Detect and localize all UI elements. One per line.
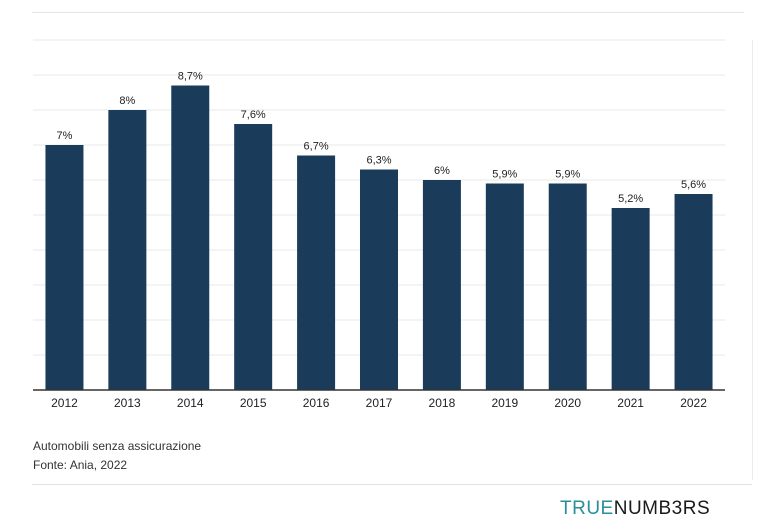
value-label-2017: 6,3% <box>366 155 391 167</box>
value-label-2012: 7% <box>57 130 73 142</box>
bar-2021 <box>611 208 650 390</box>
bar-2018 <box>422 180 461 390</box>
bar-2012 <box>45 145 84 390</box>
value-label-2014: 8,7% <box>178 71 203 83</box>
x-tick-2013: 2013 <box>114 396 141 410</box>
x-tick-2014: 2014 <box>177 396 204 410</box>
bar-2016 <box>297 155 336 390</box>
bar-2015 <box>234 124 273 390</box>
x-tick-2022: 2022 <box>680 396 707 410</box>
bar-2017 <box>360 169 398 390</box>
x-tick-labels: 2012 2013 2014 2015 2016 2017 2018 2019 2020 2021… <box>51 396 707 410</box>
footer-divider <box>32 484 752 485</box>
bar-2022 <box>674 194 713 390</box>
bar-2013 <box>108 110 147 390</box>
bar-2020 <box>548 183 587 390</box>
value-label-2019: 5,9% <box>492 169 517 181</box>
x-tick-2020: 2020 <box>554 396 581 410</box>
value-label-2020: 5,9% <box>555 169 580 181</box>
x-tick-2017: 2017 <box>366 396 393 410</box>
x-tick-2019: 2019 <box>491 396 518 410</box>
value-label-2016: 6,7% <box>304 141 329 153</box>
value-label-2015: 7,6% <box>241 109 266 121</box>
x-tick-2018: 2018 <box>429 396 456 410</box>
bars <box>45 85 713 390</box>
x-tick-2015: 2015 <box>240 396 267 410</box>
value-label-2018: 6% <box>434 165 450 177</box>
brand-logo: TRUENUMB3RS <box>560 498 710 520</box>
bar-2014 <box>171 85 210 390</box>
value-label-2013: 8% <box>119 95 135 107</box>
brand-logo-part1: TRUE <box>560 498 614 519</box>
x-tick-2016: 2016 <box>303 396 330 410</box>
x-tick-2012: 2012 <box>51 396 78 410</box>
chart-caption: Automobili senza assicurazione <box>33 439 202 453</box>
value-label-2022: 5,6% <box>681 179 706 191</box>
brand-logo-part2: NUMB3RS <box>613 498 711 519</box>
top-divider <box>32 12 744 13</box>
x-tick-2021: 2021 <box>617 396 644 410</box>
value-labels: 7% 8% 8,7% 7,6% 6,7% 6,3% 6% 5,9% 5,9% 5,2% 5,6% <box>57 71 707 206</box>
bar-2019 <box>485 183 524 390</box>
chart-source: Fonte: Ania, 2022 <box>33 458 128 472</box>
value-label-2021: 5,2% <box>618 193 643 205</box>
bar-chart: 7% 8% 8,7% 7,6% 6,7% 6,3% 6% 5,9% 5,9% 5,2% 5,6% 2… <box>33 39 725 410</box>
right-divider <box>752 40 753 480</box>
